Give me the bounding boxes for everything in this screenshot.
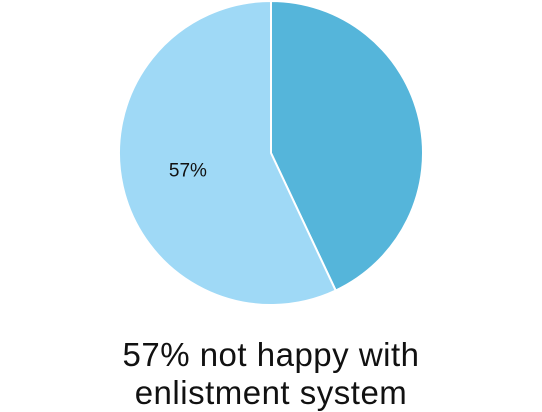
pie-slice-0: [270, 0, 424, 292]
pie-chart: 57%: [118, 0, 424, 306]
pie-slices: [118, 0, 424, 306]
caption-line-2: enlistment system: [134, 374, 408, 411]
pie-slice-1: [118, 0, 338, 306]
pie-labels: 57%: [169, 161, 207, 182]
chart-caption: 57% not happy with enlistment system: [0, 336, 542, 412]
caption-line-1: 57% not happy with: [122, 336, 420, 373]
pie-slice-label-1: 57%: [169, 161, 207, 182]
